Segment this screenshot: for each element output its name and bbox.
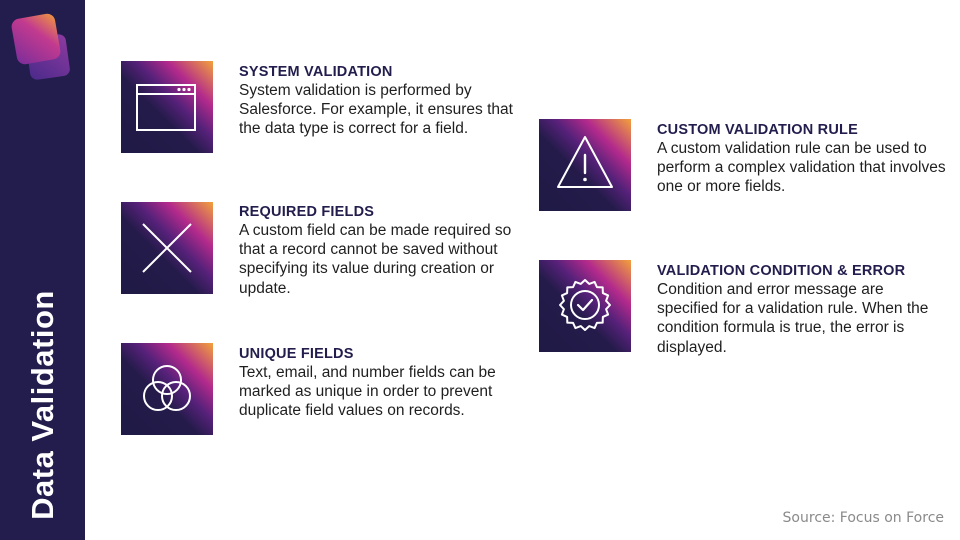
item-body: Text, email, and number fields can be ma… (239, 364, 496, 420)
item-body: A custom validation rule can be used to … (657, 140, 946, 196)
item-heading: REQUIRED FIELDS (239, 204, 375, 220)
sidebar: Data Validation (0, 0, 85, 540)
system-validation-item: SYSTEM VALIDATION System validation is p… (239, 63, 529, 139)
custom-validation-rule-item: CUSTOM VALIDATION RULE A custom validati… (657, 121, 947, 197)
unique-fields-item: UNIQUE FIELDS Text, email, and number fi… (239, 345, 529, 421)
item-heading: UNIQUE FIELDS (239, 346, 354, 362)
browser-window-icon (121, 61, 213, 153)
item-body: Condition and error message are specifie… (657, 281, 929, 356)
item-heading: SYSTEM VALIDATION (239, 64, 393, 80)
x-cross-icon (121, 202, 213, 294)
logo-icon (11, 13, 70, 80)
item-heading: CUSTOM VALIDATION RULE (657, 122, 858, 138)
item-heading: VALIDATION CONDITION & ERROR (657, 263, 906, 279)
warning-triangle-icon (539, 119, 631, 211)
validation-condition-error-item: VALIDATION CONDITION & ERROR Condition a… (657, 262, 947, 357)
item-body: A custom field can be made required so t… (239, 222, 512, 297)
venn-circles-icon (121, 343, 213, 435)
required-fields-item: REQUIRED FIELDS A custom field can be ma… (239, 203, 529, 298)
slide-title: Data Validation (25, 290, 60, 520)
item-body: System validation is performed by Salesf… (239, 82, 513, 138)
source-credit: Source: Focus on Force (782, 510, 944, 526)
verified-badge-icon (539, 260, 631, 352)
